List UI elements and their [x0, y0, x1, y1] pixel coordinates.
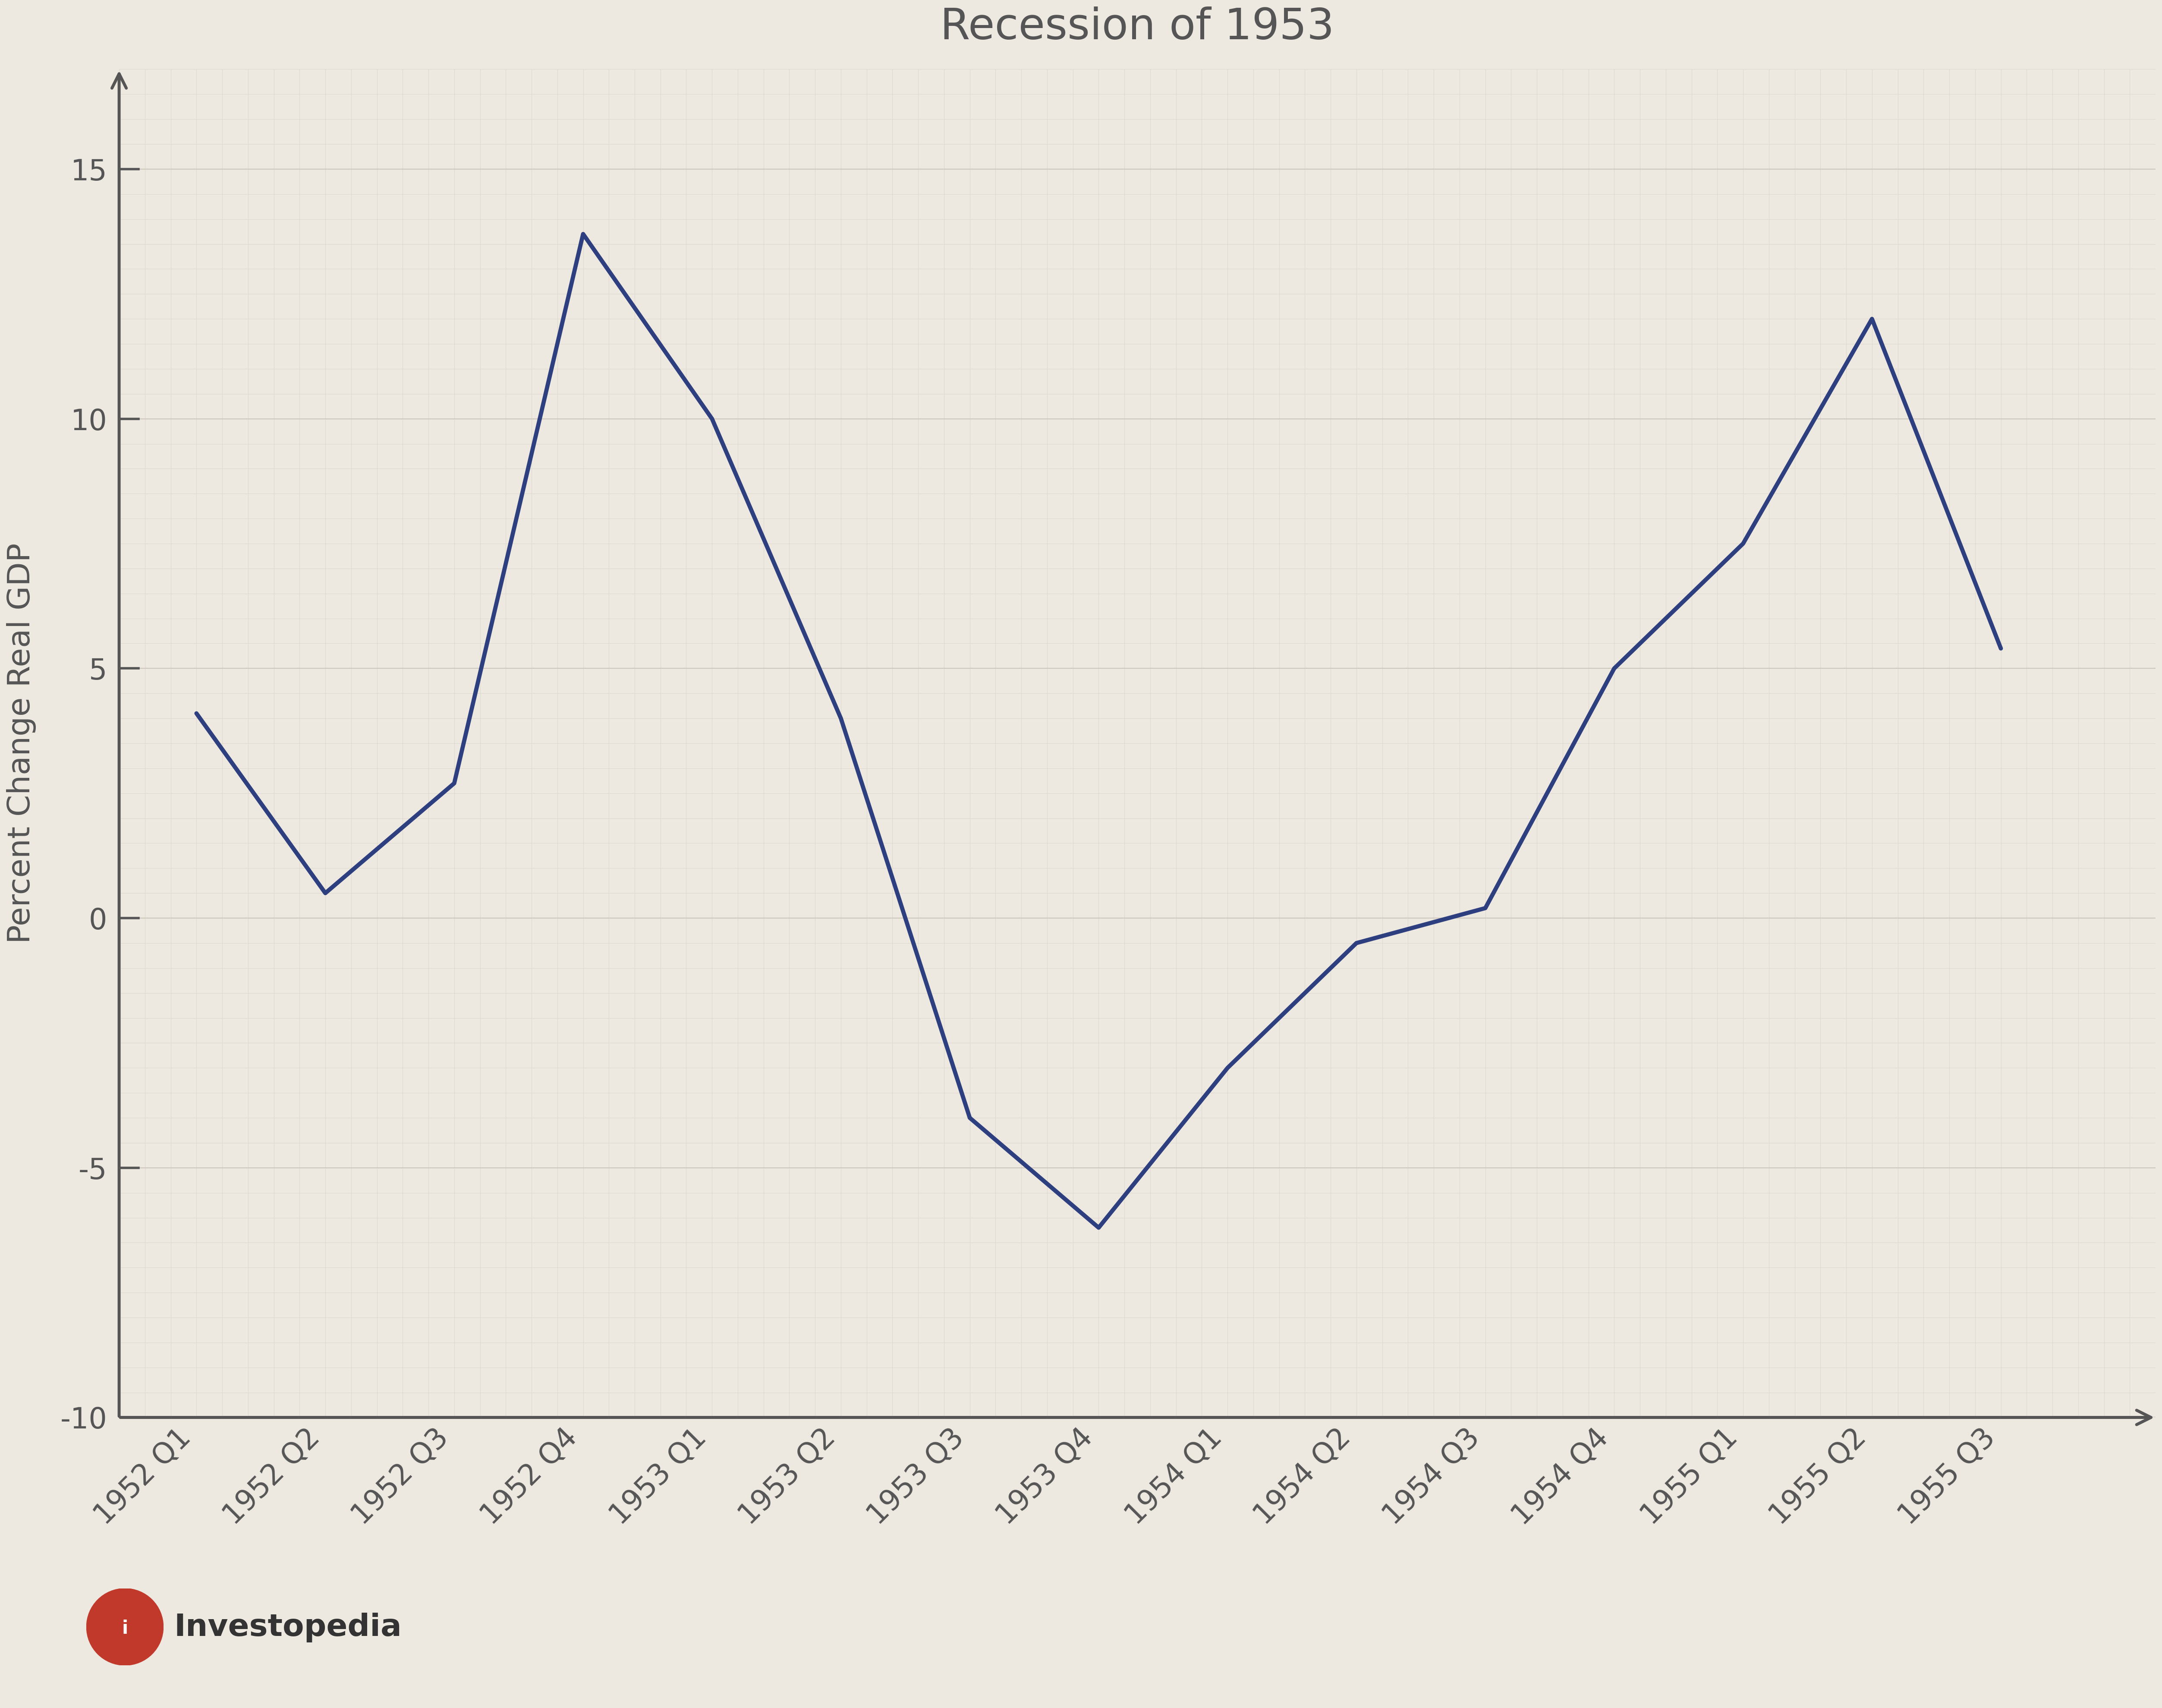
Text: i: i	[121, 1619, 128, 1638]
Y-axis label: Percent Change Real GDP: Percent Change Real GDP	[6, 543, 37, 943]
Text: Investopedia: Investopedia	[175, 1612, 402, 1643]
Title: Recession of 1953: Recession of 1953	[940, 7, 1334, 48]
Circle shape	[86, 1588, 164, 1665]
